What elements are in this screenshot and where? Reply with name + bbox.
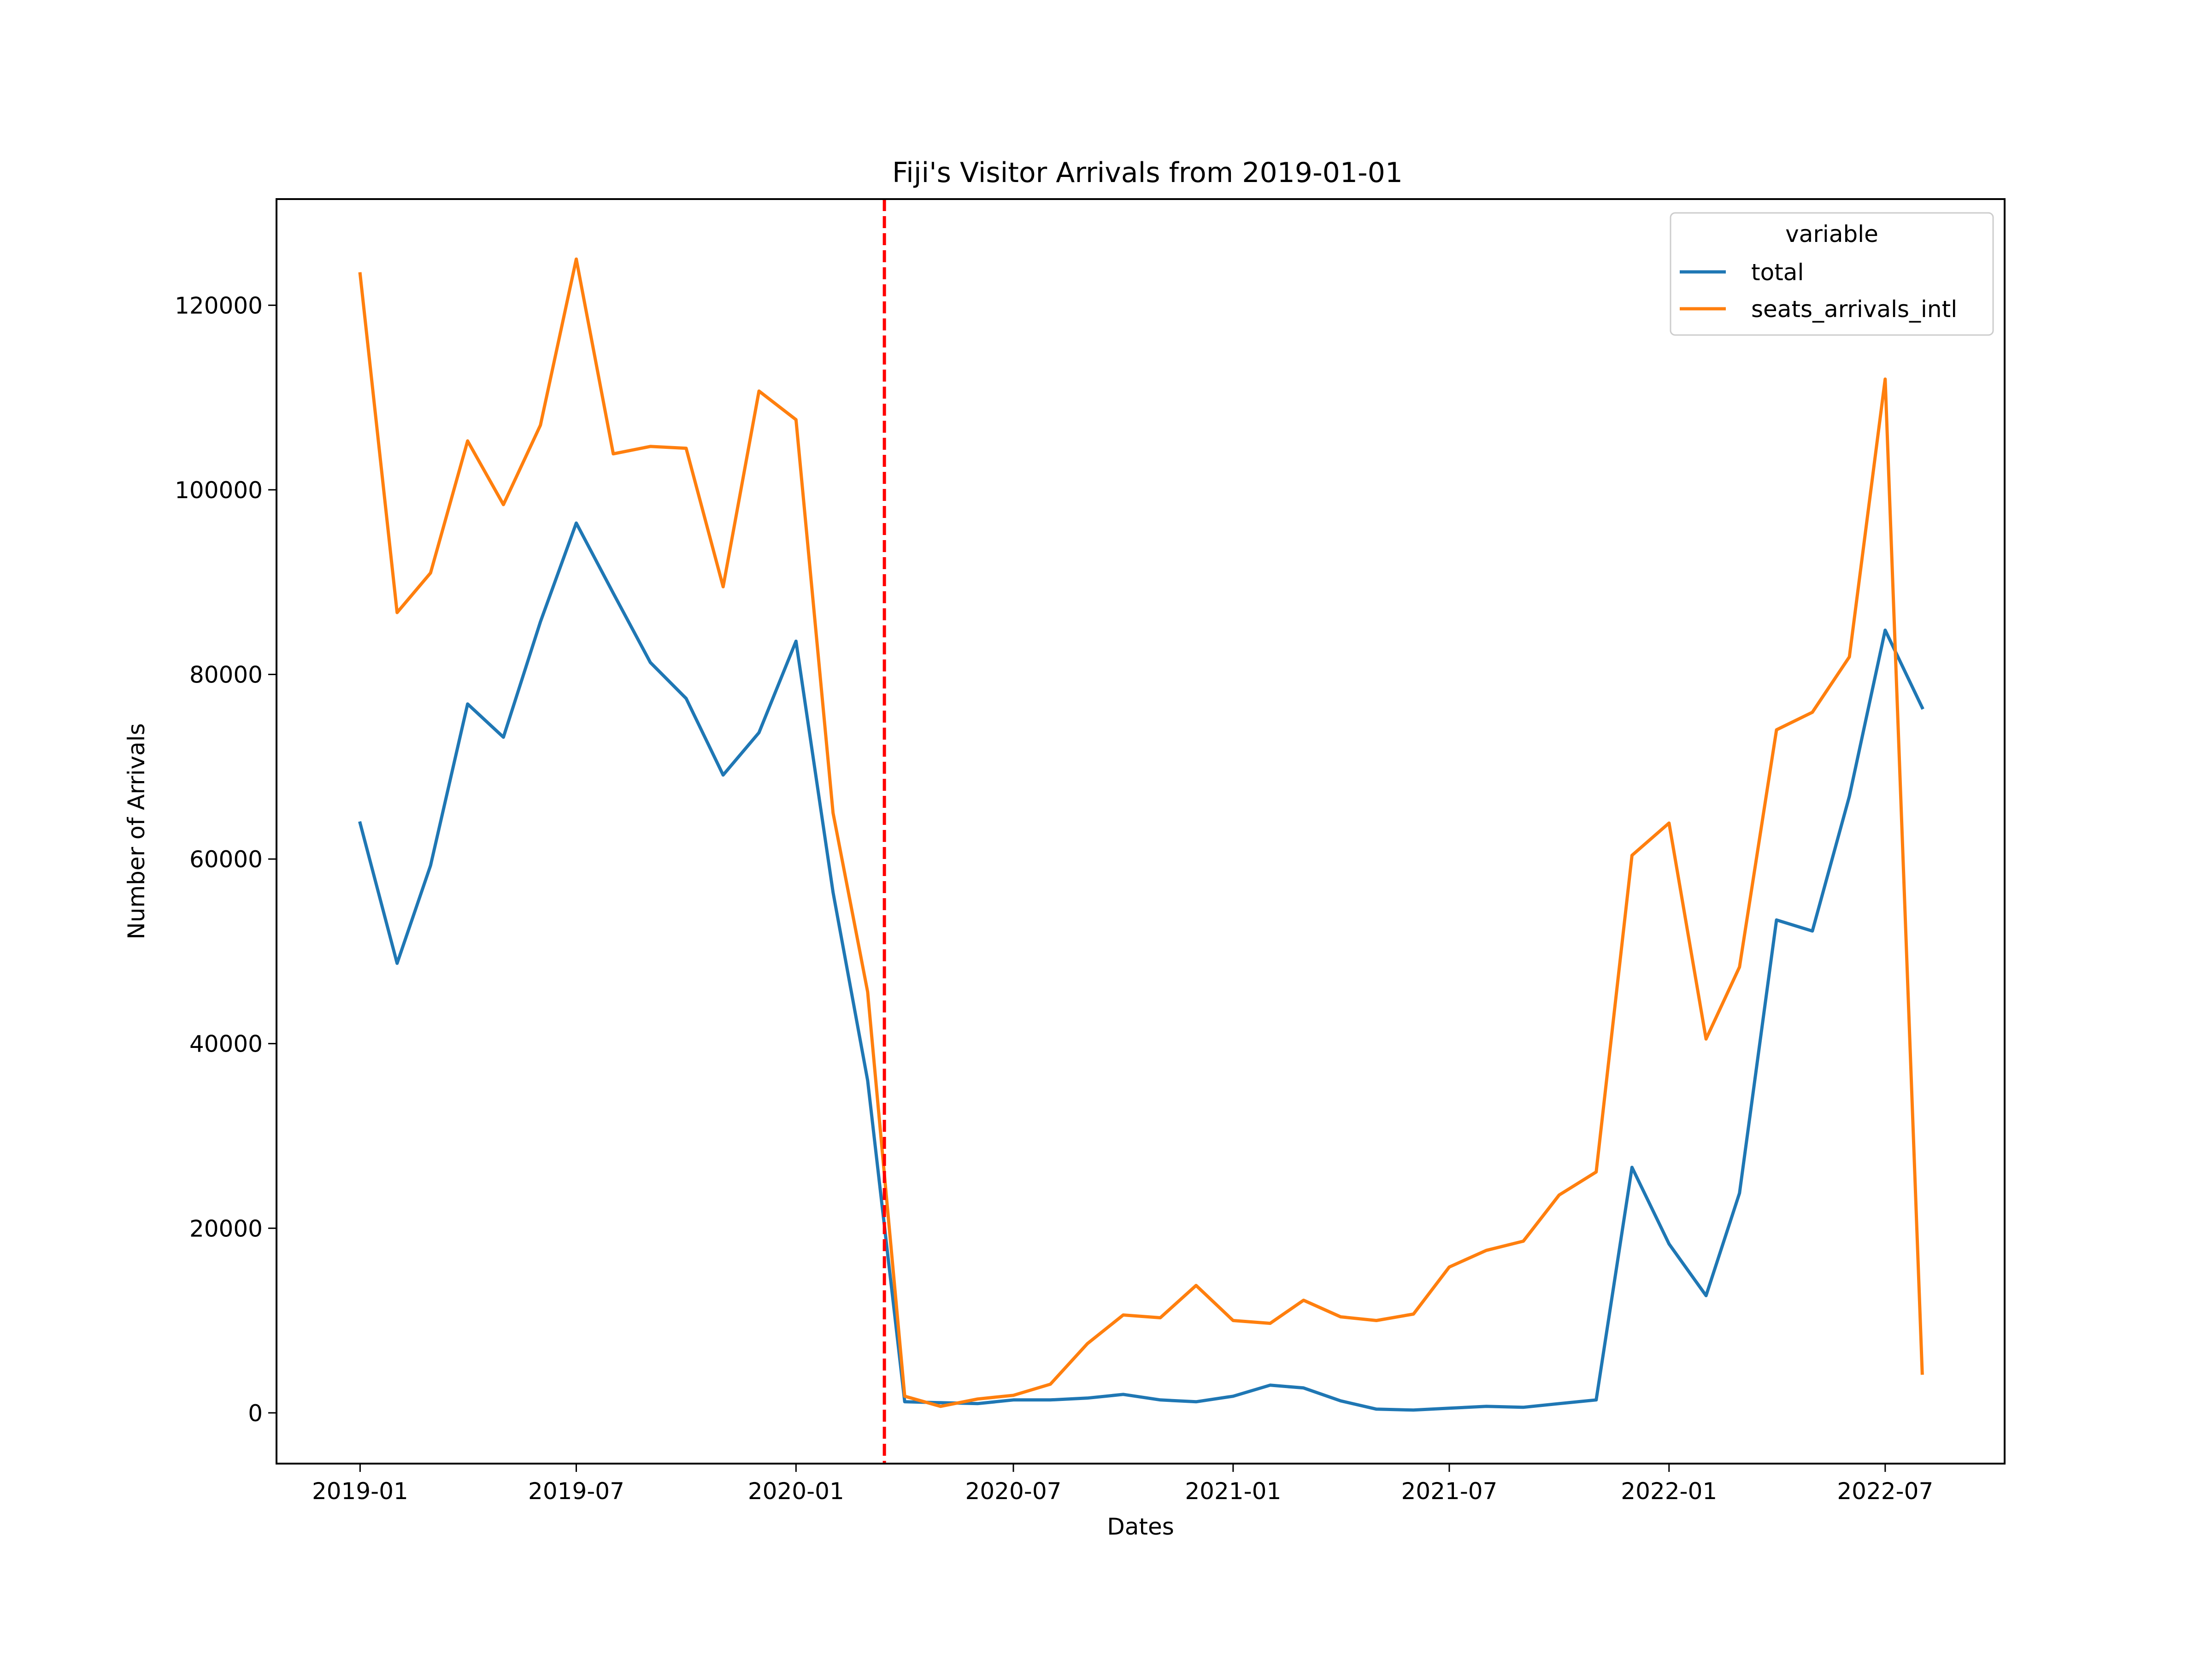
series-line-total bbox=[358, 521, 1924, 1412]
x-tick-label: 2020-01 bbox=[748, 1478, 844, 1505]
x-axis-label: Dates bbox=[1107, 1513, 1174, 1540]
plot-area bbox=[276, 198, 2006, 1465]
legend-title: variable bbox=[1785, 221, 1878, 247]
y-tick-label: 20000 bbox=[189, 1215, 263, 1242]
x-tick-label: 2022-07 bbox=[1837, 1478, 1933, 1505]
y-tick-label: 60000 bbox=[189, 846, 263, 873]
x-tick-label: 2022-01 bbox=[1621, 1478, 1717, 1505]
chart-title: Fiji's Visitor Arrivals from 2019-01-01 bbox=[892, 157, 1403, 189]
legend-label-seats-arrivals-intl: seats_arrivals_intl bbox=[1751, 296, 1957, 323]
x-tick-label: 2019-01 bbox=[312, 1478, 408, 1505]
x-tick-label: 2021-01 bbox=[1185, 1478, 1281, 1505]
y-tick-label: 40000 bbox=[189, 1031, 263, 1058]
y-tick-label: 80000 bbox=[189, 662, 263, 688]
legend-box bbox=[1670, 212, 1994, 336]
plot-frame bbox=[276, 198, 2006, 1465]
x-tick-label: 2021-07 bbox=[1401, 1478, 1497, 1505]
legend-label-total: total bbox=[1751, 259, 1804, 286]
x-axis: 2019-01 2019-07 2020-01 2020-07 2021-01 2021-… bbox=[312, 1464, 1933, 1505]
series-layer bbox=[358, 257, 1924, 1412]
y-axis: 0 20000 40000 60000 80000 100000 120000 bbox=[175, 292, 276, 1427]
x-tick-label: 2020-07 bbox=[965, 1478, 1062, 1505]
series-line-seats-arrivals-intl bbox=[358, 257, 1924, 1408]
x-tick-label: 2019-07 bbox=[528, 1478, 624, 1505]
legend: variable total seats_arrivals_intl bbox=[1670, 212, 1994, 336]
y-tick-label: 0 bbox=[248, 1400, 263, 1427]
y-tick-label: 100000 bbox=[175, 477, 263, 504]
y-tick-label: 120000 bbox=[175, 292, 263, 319]
y-axis-label: Number of Arrivals bbox=[123, 723, 150, 939]
